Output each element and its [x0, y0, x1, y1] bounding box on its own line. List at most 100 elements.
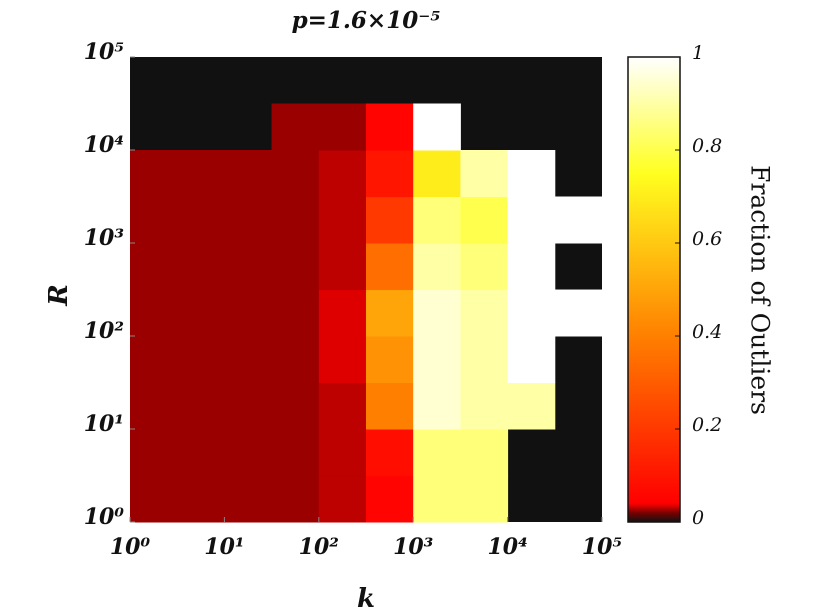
heat-cell [318, 289, 367, 337]
heat-cell [177, 336, 225, 384]
y-tick-label: 10¹ [84, 411, 124, 437]
y-tick-label: 10³ [84, 225, 125, 251]
heat-cell [271, 196, 320, 244]
heat-cell [130, 429, 178, 477]
heat-cell [130, 243, 178, 291]
heat-cell [224, 382, 273, 430]
heat-cell [177, 475, 225, 523]
y-tick-label: 10² [84, 318, 124, 344]
heat-cell [271, 243, 320, 291]
heat-cell [177, 289, 225, 337]
heat-cell [460, 382, 509, 430]
heat-cell [224, 475, 273, 523]
x-tick-label: 10² [299, 534, 339, 560]
heat-cell [365, 150, 414, 198]
heat-cell [365, 382, 414, 430]
heat-cell [507, 196, 556, 244]
heat-cell [413, 103, 461, 151]
heat-cell [224, 150, 273, 198]
heat-cell [224, 336, 273, 384]
heat-cell [130, 196, 178, 244]
heat-cell [460, 150, 509, 198]
heat-cell [554, 289, 603, 337]
heat-cell [365, 103, 414, 151]
heat-cell [365, 289, 414, 337]
y-tick-label: 10⁰ [84, 504, 125, 530]
heat-cell [507, 243, 556, 291]
heat-cell [318, 243, 367, 291]
heat-cell [224, 196, 273, 244]
heat-cell [413, 382, 461, 430]
heat-cell [177, 243, 225, 291]
heat-cell [177, 382, 225, 430]
x-axis-label: k [357, 584, 375, 612]
heat-cell [224, 243, 273, 291]
heat-cell [365, 475, 414, 523]
heat-cell [507, 382, 556, 430]
heat-cell [507, 289, 556, 337]
heat-cell [318, 475, 367, 523]
heat-cell [224, 289, 273, 337]
x-tick-label: 10⁴ [487, 534, 527, 560]
heat-cell [365, 336, 414, 384]
y-axis-label: R [44, 284, 74, 307]
heat-cell [177, 150, 225, 198]
heat-cell [130, 382, 178, 430]
heat-cell [413, 475, 461, 523]
colorbar-label: Fraction of Outliers [746, 165, 775, 415]
heat-cell [460, 336, 509, 384]
y-tick-label: 10⁵ [84, 39, 124, 65]
heat-cell [460, 243, 509, 291]
heat-cell [130, 336, 178, 384]
heat-cell [318, 429, 367, 477]
heat-cell [130, 150, 178, 198]
heat-cell [271, 382, 320, 430]
x-tick-label: 10¹ [204, 534, 244, 560]
heat-cell [413, 429, 461, 477]
chart-title: p=1.6×10⁻⁵ [292, 7, 441, 34]
heat-cell [365, 243, 414, 291]
heat-cell [271, 289, 320, 337]
heat-cell [413, 336, 461, 384]
x-tick-label: 10⁵ [582, 534, 622, 560]
y-tick-label: 10⁴ [84, 132, 124, 158]
heat-cell [460, 475, 509, 523]
heat-cell [130, 475, 178, 523]
heat-cell [318, 196, 367, 244]
heat-cell [271, 103, 320, 151]
heat-cell [224, 429, 273, 477]
heat-cell [318, 336, 367, 384]
colorbar-tick-label: 0.2 [692, 414, 722, 436]
heat-cell [271, 429, 320, 477]
heat-cell [413, 150, 461, 198]
heat-cell [271, 150, 320, 198]
colorbar-tick-label: 0.6 [692, 228, 722, 250]
heat-cell [130, 289, 178, 337]
heat-cell [318, 382, 367, 430]
colorbar [627, 56, 681, 523]
heat-cell [271, 475, 320, 523]
heat-cell [271, 336, 320, 384]
heat-cell [413, 289, 461, 337]
heat-cell [365, 429, 414, 477]
heat-cell [507, 150, 556, 198]
x-tick-label: 10³ [393, 534, 434, 560]
heat-cell [507, 336, 556, 384]
colorbar-tick-label: 0.8 [692, 135, 722, 157]
heat-cell [365, 196, 414, 244]
heat-cell [460, 429, 509, 477]
heat-cell [554, 196, 603, 244]
x-tick-label: 10⁰ [110, 534, 151, 560]
heat-cell [413, 196, 461, 244]
heat-cell [413, 243, 461, 291]
heat-cell [460, 289, 509, 337]
heat-cell [177, 429, 225, 477]
heat-cell [318, 103, 367, 151]
heat-cell [318, 150, 367, 198]
heat-cell [177, 196, 225, 244]
colorbar-tick-label: 0.4 [692, 321, 722, 343]
colorbar-tick-label: 0 [692, 507, 704, 529]
heat-cell [460, 196, 509, 244]
